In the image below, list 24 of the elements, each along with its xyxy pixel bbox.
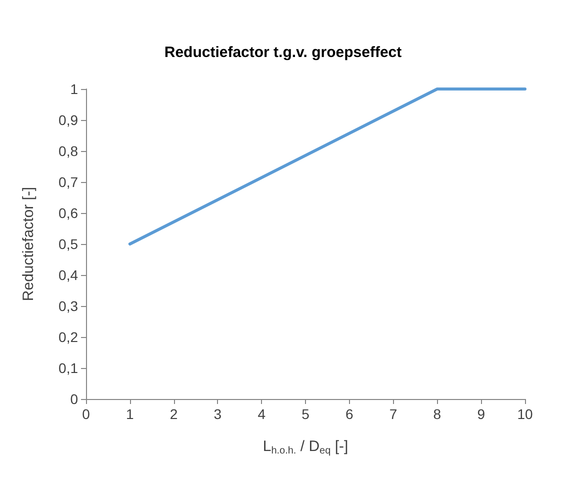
y-tick-label: 0,4: [58, 267, 78, 283]
y-tick-label: 0,6: [58, 205, 78, 221]
x-tick-label: 4: [258, 406, 266, 422]
x-tick-label: 9: [477, 406, 486, 422]
x-tick-label: 7: [389, 406, 398, 422]
x-tick-label: 1: [126, 406, 134, 422]
y-tick-label: 0,3: [58, 298, 78, 314]
y-tick-label: 0,5: [58, 236, 78, 252]
y-tick-label: 0: [70, 391, 78, 407]
y-tick-label: 1: [70, 81, 78, 97]
x-tick-label: 10: [517, 406, 533, 422]
y-axis-title: Reductiefactor [-]: [20, 186, 37, 302]
x-tick-label: 5: [302, 406, 310, 422]
y-tick-label: 0,2: [58, 329, 78, 345]
x-tick-label: 0: [82, 406, 90, 422]
y-tick-label: 0,9: [58, 112, 78, 128]
x-tick-label: 8: [433, 406, 442, 422]
x-tick-label: 3: [214, 406, 222, 422]
x-tick-label: 2: [170, 406, 178, 422]
y-tick-label: 0,8: [58, 143, 78, 159]
y-tick-label: 0,7: [58, 174, 78, 190]
x-tick-label: 6: [346, 406, 354, 422]
chart-title: Reductiefactor t.g.v. groepseffect: [164, 44, 402, 61]
y-tick-label: 0,1: [58, 360, 78, 376]
